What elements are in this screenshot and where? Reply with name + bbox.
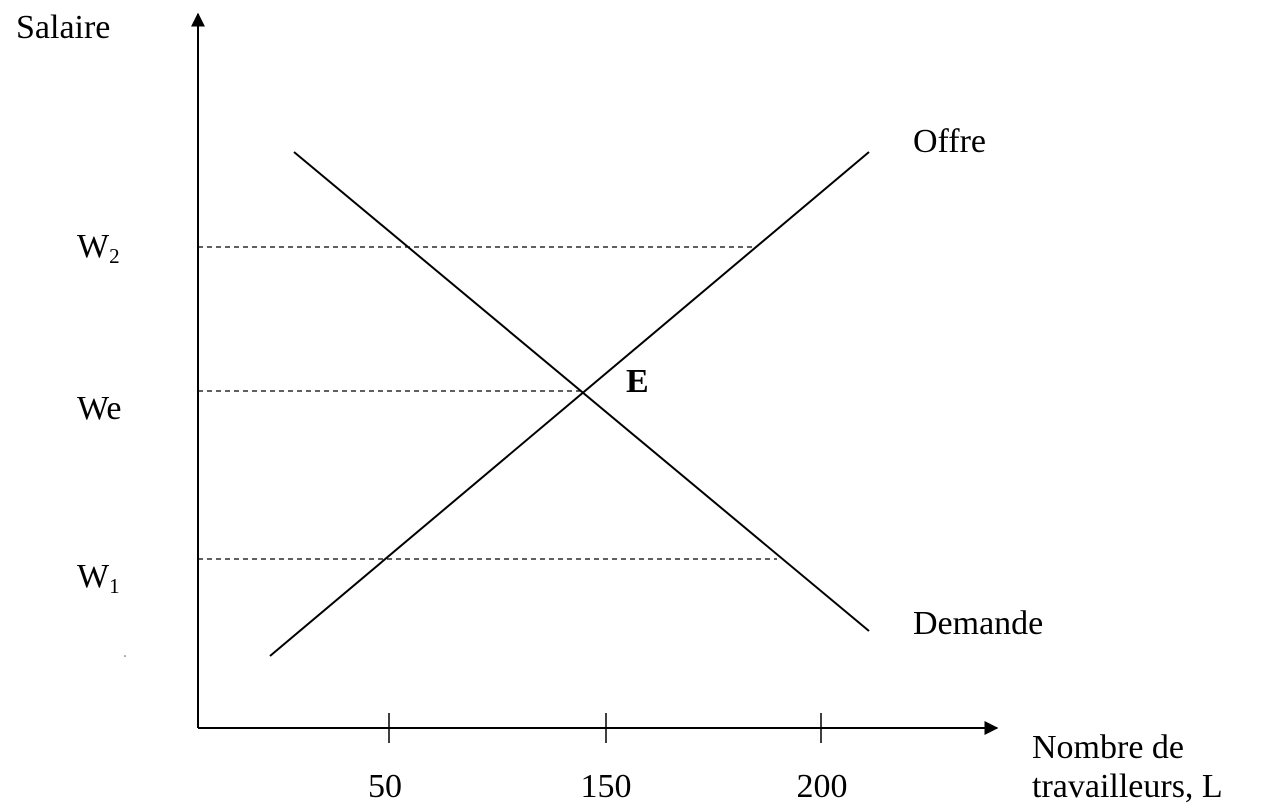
y-axis-label: Salaire	[16, 9, 110, 46]
x-tick-label-150: 150	[581, 768, 632, 805]
x-tick-label-50: 50	[368, 768, 402, 805]
demand-curve	[293, 151, 870, 632]
x-axis-label-line2: travailleurs, L	[1032, 768, 1223, 805]
equilibrium-label: E	[626, 363, 649, 400]
stray-dot	[124, 655, 126, 657]
x-tick-label-200: 200	[797, 768, 848, 805]
w2-label: W2	[77, 228, 120, 268]
supply-curve-label: Offre	[913, 123, 986, 160]
we-label: We	[77, 390, 121, 427]
w1-label: W1	[77, 558, 120, 598]
demand-curve-label: Demande	[913, 605, 1043, 642]
supply-curve	[269, 151, 870, 657]
x-axis-label-line1: Nombre de	[1032, 729, 1184, 766]
